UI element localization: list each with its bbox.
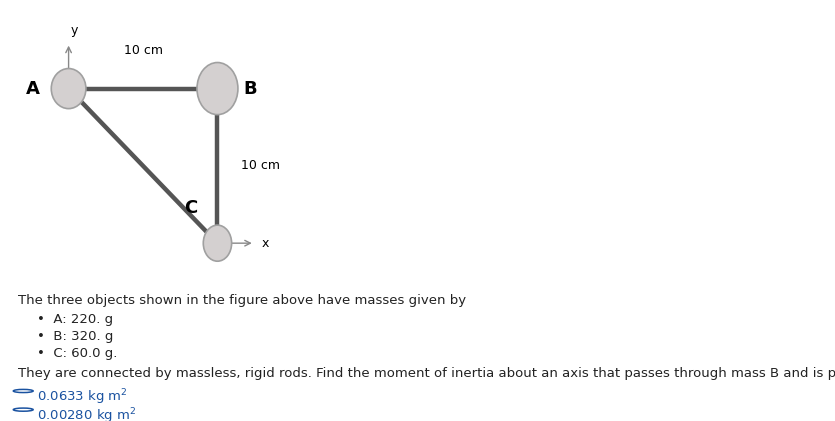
Text: B: B: [244, 80, 257, 98]
Text: •  A: 220. g: • A: 220. g: [38, 313, 114, 326]
Text: 10 cm: 10 cm: [124, 44, 163, 57]
Text: C: C: [185, 199, 198, 216]
Text: •  C: 60.0 g.: • C: 60.0 g.: [38, 347, 118, 360]
Text: x: x: [262, 237, 269, 250]
Text: 10 cm: 10 cm: [240, 160, 280, 172]
Ellipse shape: [197, 63, 238, 115]
Ellipse shape: [51, 69, 86, 109]
Text: They are connected by massless, rigid rods. Find the moment of inertia about an : They are connected by massless, rigid ro…: [18, 367, 835, 379]
Text: y: y: [71, 24, 78, 37]
Text: 0.0633 kg m$^2$: 0.0633 kg m$^2$: [38, 388, 128, 408]
Text: 0.00280 kg m$^2$: 0.00280 kg m$^2$: [38, 406, 136, 421]
Text: A: A: [26, 80, 40, 98]
Ellipse shape: [203, 225, 231, 261]
Text: The three objects shown in the figure above have masses given by: The three objects shown in the figure ab…: [18, 294, 467, 307]
Text: •  B: 320. g: • B: 320. g: [38, 330, 114, 343]
